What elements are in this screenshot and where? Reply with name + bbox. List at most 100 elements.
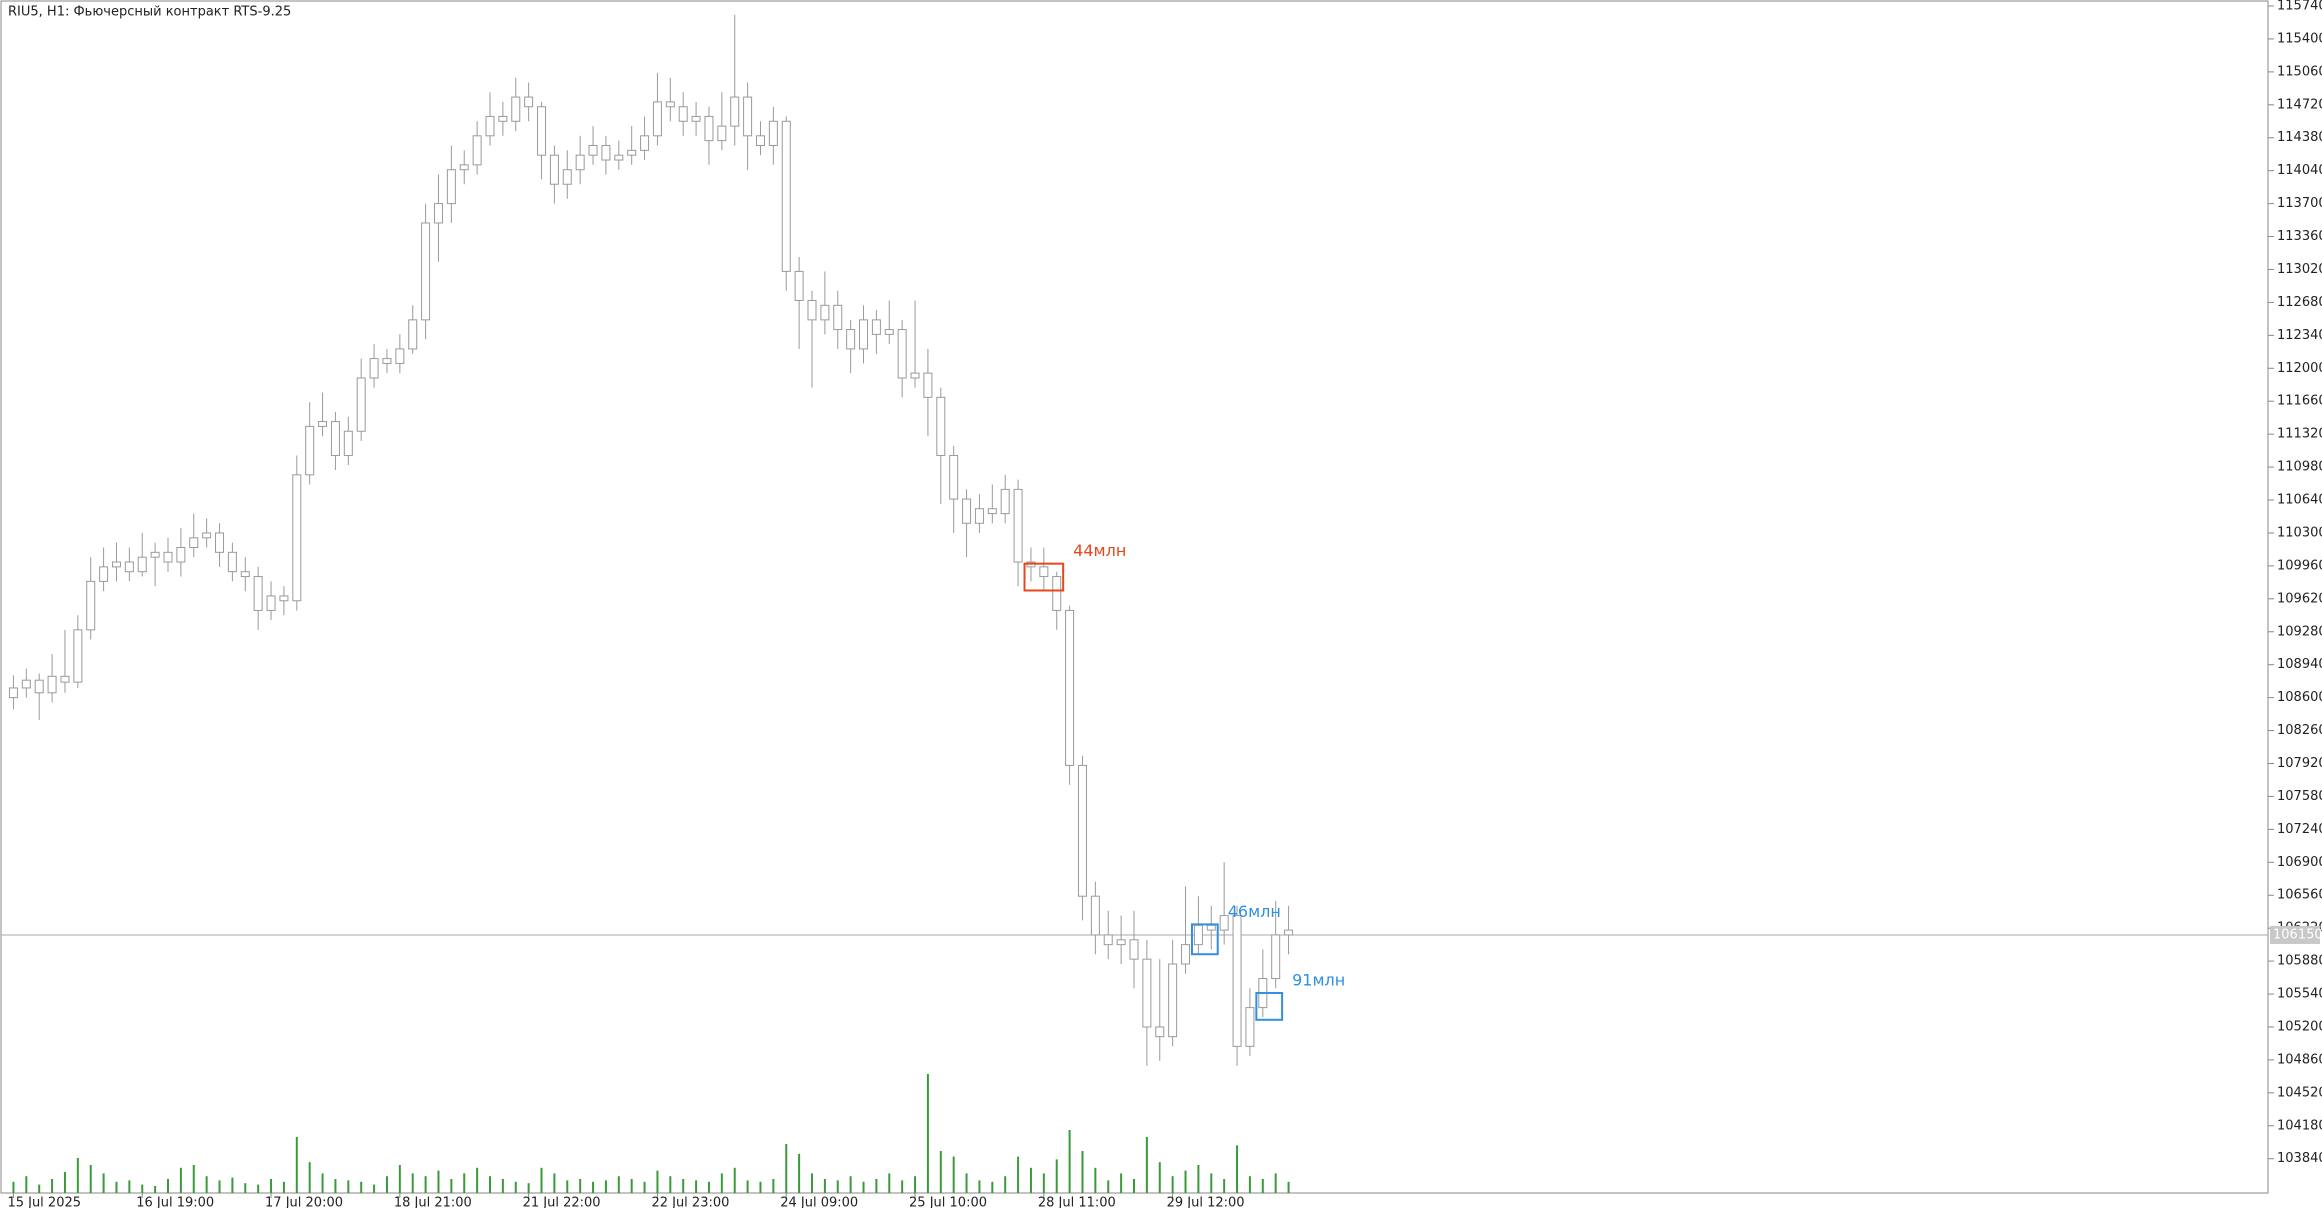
candle-body [691,115,701,122]
annotation-box [1190,923,1219,956]
y-tick-label: 112340 [2277,328,2322,343]
candle-body [1129,939,1139,960]
candle-body [743,96,753,137]
candle-body [472,135,482,166]
annotation-label: 44млн [1073,541,1126,560]
candle-body [1142,958,1152,1028]
candle-body [485,115,495,137]
candle-body [176,546,186,563]
y-tick-label: 114380 [2277,130,2322,145]
x-tick-label: 29 Jul 12:00 [1167,1196,1245,1209]
candle-body [408,319,418,350]
candle-body [717,125,727,142]
candle-body [1168,963,1178,1038]
candle-body [498,115,508,122]
y-tick-label: 110640 [2277,493,2322,508]
candle-body [356,377,366,432]
candle-body [588,144,598,156]
candle-body [524,96,534,108]
y-tick-label: 107580 [2277,789,2322,804]
candle-body [601,144,611,161]
candle-body [820,304,830,321]
x-tick-label: 25 Jul 10:00 [909,1196,987,1209]
candle-body [459,164,469,171]
candle-body [768,120,778,146]
annotation-box [1255,991,1284,1021]
y-tick-label: 111660 [2277,394,2322,409]
y-tick-label: 115740 [2277,0,2322,14]
annotation-box [1023,562,1065,592]
candle-body [86,580,96,631]
candle-body [446,169,456,205]
candle-body [537,106,547,156]
y-tick-label: 111320 [2277,427,2322,442]
x-tick-label: 21 Jul 22:00 [523,1196,601,1209]
candle-body [884,329,894,335]
y-tick-label: 106900 [2277,855,2322,870]
candle-body [305,425,315,476]
candle-body [652,101,662,137]
x-tick-label: 24 Jul 09:00 [780,1196,858,1209]
candle-body [124,561,134,573]
y-tick-label: 108600 [2277,690,2322,705]
candle-body [34,679,44,694]
candle-body [421,222,431,321]
x-tick-label: 28 Jul 11:00 [1038,1196,1116,1209]
candle-body [240,571,250,578]
candle-body [1219,915,1229,931]
candle-body [1103,934,1113,946]
candle-body [781,120,791,272]
candle-body [1000,488,1010,515]
candle-body [8,687,18,699]
candle-body [962,498,972,524]
y-tick-label: 104520 [2277,1085,2322,1100]
y-tick-label: 105200 [2277,1019,2322,1034]
candle-body [137,556,147,573]
candle-body [111,561,121,568]
candle-body [640,135,650,151]
y-tick-label: 108260 [2277,723,2322,738]
candle-body [704,115,714,142]
candle-body [47,675,57,694]
candle-body [974,508,984,524]
candle-body [1206,924,1216,931]
candle-body [859,319,869,350]
annotation-label: 91млн [1292,970,1345,989]
candle-body [511,96,521,122]
candle-body [562,169,572,185]
candle-body [99,566,109,582]
y-tick-label: 114040 [2277,163,2322,178]
candle-body [1039,566,1049,578]
candle-body [923,372,933,398]
candle-body [575,154,585,171]
candle-body [1116,939,1126,946]
y-tick-label: 103840 [2277,1151,2322,1166]
y-tick-label: 109280 [2277,624,2322,639]
candle-body [150,551,160,558]
candle-body [730,96,740,127]
candle-body [1077,764,1087,897]
x-tick-label: 22 Jul 23:00 [651,1196,729,1209]
y-tick-label: 114720 [2277,97,2322,112]
candle-body [73,629,83,683]
candle-body [189,537,199,548]
candle-body [1065,609,1075,766]
candle-body [1245,1007,1255,1047]
candle-body [202,532,212,539]
candle-body [1052,576,1062,611]
candle-body [21,679,31,689]
candle-body [1090,895,1100,936]
x-tick-label: 17 Jul 20:00 [265,1196,343,1209]
y-tick-label: 105540 [2277,987,2322,1002]
candle-body [343,430,353,456]
candle-body [292,474,302,602]
candle-body [163,551,173,563]
y-tick-label: 109960 [2277,558,2322,573]
candle-body [433,203,443,224]
last-price-box [2270,925,2320,944]
candle-body [871,319,881,335]
candle-body [1284,929,1294,936]
candle-body [1271,934,1281,980]
y-tick-label: 108940 [2277,657,2322,672]
candle-body [369,358,379,379]
